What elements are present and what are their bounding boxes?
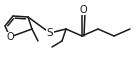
Text: O: O — [79, 5, 87, 15]
Text: O: O — [6, 32, 14, 42]
Text: S: S — [47, 28, 53, 38]
